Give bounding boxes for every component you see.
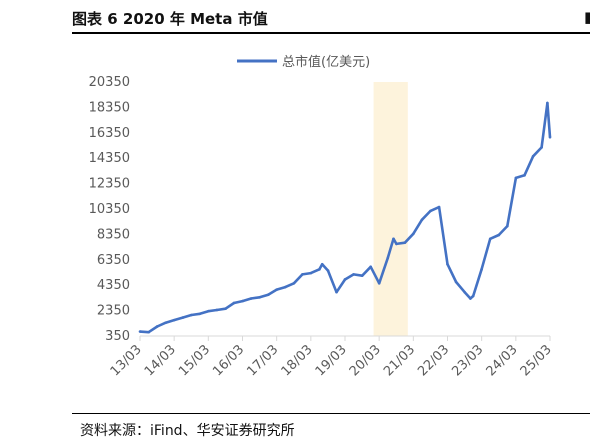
data-point — [241, 299, 244, 303]
highlight-band-2020 — [373, 82, 408, 336]
data-point — [224, 307, 227, 310]
data-point — [258, 295, 262, 299]
data-point — [395, 242, 398, 246]
data-point — [497, 233, 501, 237]
data-point — [181, 316, 185, 319]
data-point — [506, 224, 509, 228]
data-point — [215, 308, 219, 312]
x-tick-label: 13/03 — [108, 342, 145, 379]
data-point — [164, 321, 168, 324]
y-tick-label: 18350 — [89, 100, 130, 115]
data-point — [138, 330, 142, 333]
data-point — [232, 301, 236, 305]
y-tick-label: 12350 — [89, 177, 130, 192]
x-tick-label: 18/03 — [279, 342, 316, 379]
data-point — [369, 265, 372, 269]
data-point — [206, 309, 210, 313]
source-note: 资料来源：iFind、华安证券研究所 — [80, 423, 295, 439]
data-point — [266, 293, 270, 297]
x-axis: 13/0314/0315/0316/0317/0318/0319/0320/03… — [108, 336, 555, 379]
data-point — [283, 285, 287, 289]
x-tick-label: 22/03 — [415, 342, 452, 379]
data-point — [190, 313, 193, 317]
data-point — [352, 273, 355, 276]
data-point — [429, 209, 432, 213]
y-tick-label: 10350 — [89, 202, 130, 217]
data-point — [301, 273, 304, 276]
y-tick-label: 4350 — [97, 278, 130, 293]
data-point — [480, 268, 483, 271]
y-tick-label: 6350 — [97, 253, 130, 268]
legend-label: 总市值(亿美元) — [282, 54, 370, 70]
data-point — [320, 262, 324, 266]
data-point — [531, 154, 535, 158]
data-point — [292, 281, 296, 285]
series-line-market-cap — [139, 101, 552, 334]
market-cap-chart: 总市值(亿美元) 350 2350 4350 6350 8350 10350 12350 14… — [89, 54, 555, 379]
x-tick-label: 20/03 — [347, 342, 384, 379]
data-point — [335, 290, 338, 294]
x-tick-label: 14/03 — [142, 342, 179, 379]
data-point — [386, 256, 390, 260]
x-tick-label: 23/03 — [449, 342, 486, 379]
data-point — [523, 174, 526, 177]
data-point — [454, 280, 458, 284]
x-tick-label: 19/03 — [313, 342, 350, 379]
data-point — [147, 330, 150, 334]
data-point — [437, 205, 441, 209]
data-point — [471, 294, 475, 298]
data-point — [546, 101, 549, 105]
figure-title: 图表 6 2020 年 Meta 市值 — [72, 10, 268, 28]
x-tick-label: 21/03 — [381, 342, 418, 379]
data-point — [326, 269, 330, 272]
data-point — [318, 268, 321, 271]
data-point — [412, 232, 415, 236]
data-point — [420, 218, 424, 222]
x-tick-label: 24/03 — [484, 342, 521, 379]
y-tick-label: 16350 — [89, 126, 130, 141]
data-point — [514, 176, 518, 180]
series-points — [138, 101, 552, 334]
data-point — [446, 262, 449, 266]
data-point — [540, 146, 543, 149]
data-point — [275, 288, 278, 291]
y-tick-label: 14350 — [89, 151, 130, 166]
data-point — [377, 281, 381, 285]
data-point — [360, 274, 364, 277]
y-axis: 350 2350 4350 6350 8350 10350 12350 14350 16350 1… — [89, 75, 130, 344]
data-point — [463, 290, 466, 294]
data-point — [198, 312, 202, 316]
data-point — [392, 237, 395, 241]
data-point — [403, 241, 407, 244]
data-point — [469, 297, 472, 300]
x-tick-label: 25/03 — [518, 342, 555, 379]
x-tick-label: 15/03 — [176, 342, 213, 379]
x-tick-label: 17/03 — [244, 342, 281, 379]
x-tick-label: 16/03 — [210, 342, 247, 379]
source-rule — [72, 413, 590, 414]
data-point — [488, 237, 492, 241]
y-tick-label: 350 — [105, 329, 130, 344]
data-point — [249, 297, 253, 300]
y-tick-label: 2350 — [97, 304, 130, 319]
data-point — [172, 318, 176, 322]
data-point — [548, 135, 552, 139]
data-point — [309, 271, 313, 275]
y-tick-label: 8350 — [97, 227, 130, 242]
data-point — [155, 325, 159, 328]
corner-mark: ▮ — [584, 8, 590, 26]
y-tick-label: 20350 — [89, 75, 130, 90]
legend: 总市值(亿美元) — [237, 54, 370, 70]
title-rule — [72, 32, 590, 34]
data-point — [343, 278, 347, 281]
